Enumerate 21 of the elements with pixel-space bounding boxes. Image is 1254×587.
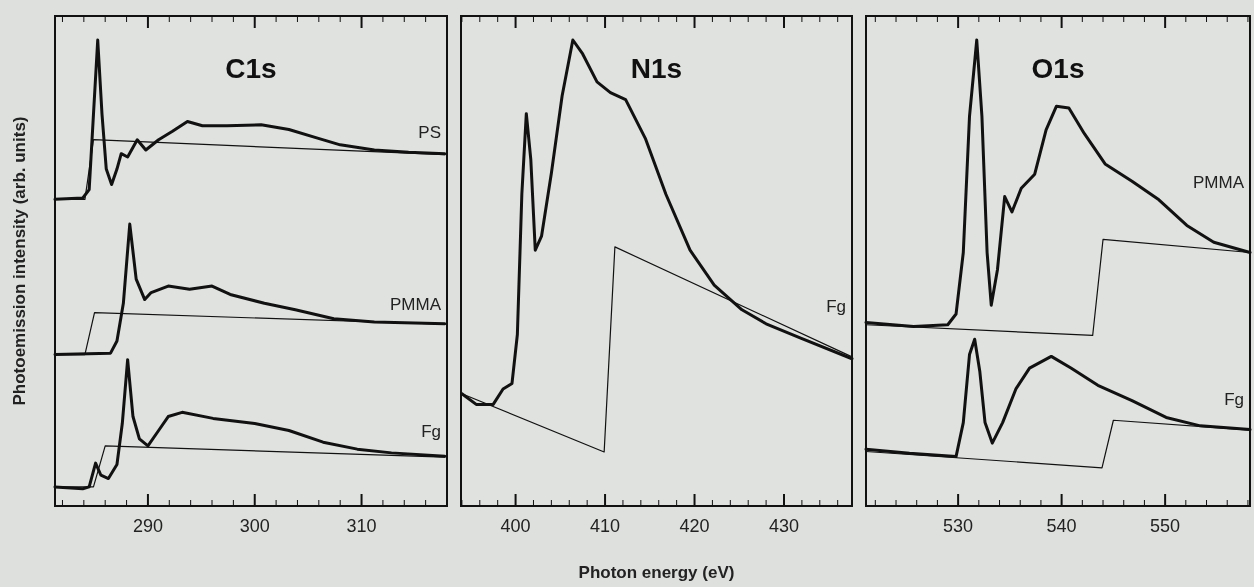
- y-axis-title: Photoemission intensity (arb. units): [10, 116, 29, 406]
- x-tick-label: 300: [239, 516, 270, 536]
- series-label: Fg: [421, 422, 441, 442]
- x-tick-label: 430: [768, 516, 800, 536]
- x-tick-label: 310: [346, 516, 377, 536]
- text: C1s: [225, 53, 277, 84]
- series-label: Fg: [1224, 390, 1244, 410]
- series-label: PS: [418, 122, 441, 142]
- x-tick-label: 290: [132, 516, 163, 536]
- x-tick-label: 530: [943, 516, 974, 536]
- x-tick-label: 550: [1150, 516, 1181, 536]
- text: O1s: [1031, 53, 1085, 84]
- text: N1s: [630, 53, 683, 84]
- x-tick-label: 420: [679, 516, 710, 536]
- series-label: Fg: [826, 296, 846, 316]
- x-tick-label: 400: [500, 516, 531, 536]
- series-label: PMMA: [1193, 172, 1245, 192]
- series-label: PMMA: [390, 294, 442, 314]
- x-tick-label: 540: [1046, 516, 1077, 536]
- x-tick-label: 410: [590, 516, 621, 536]
- x-axis-title: Photon energy (eV): [578, 563, 735, 582]
